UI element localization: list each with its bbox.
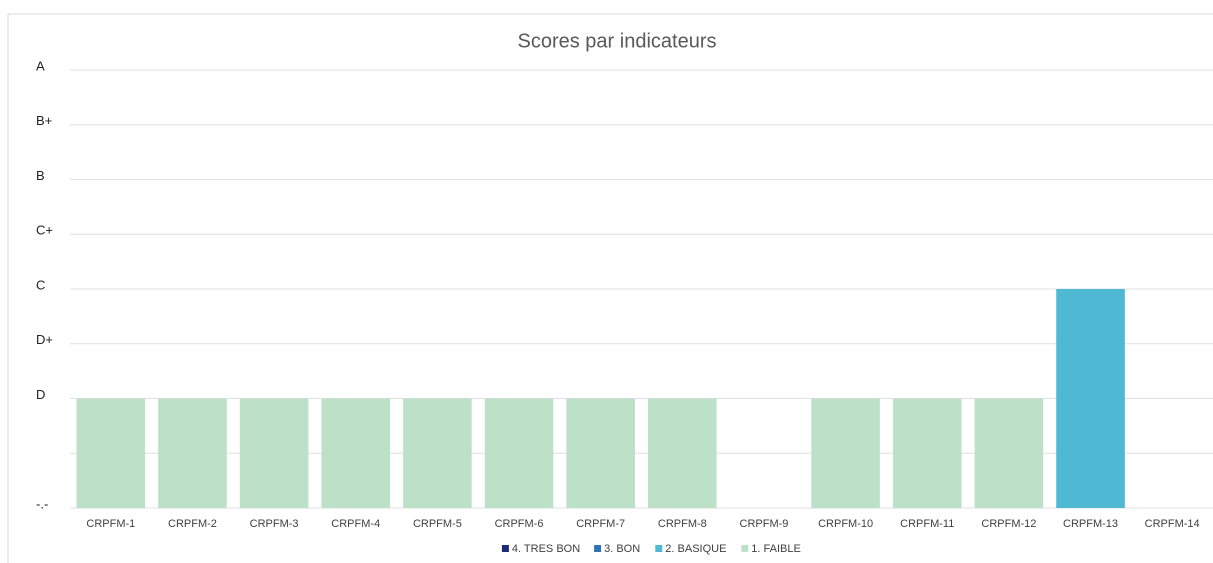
- x-tick-label: CRPFM-7: [576, 518, 625, 530]
- legend-swatch: [594, 545, 602, 552]
- bar-segment: [1056, 289, 1125, 508]
- x-tick-label: CRPFM-3: [250, 518, 299, 530]
- x-tick-label: CRPFM-10: [818, 518, 873, 530]
- bar-segment: [321, 398, 391, 508]
- legend-label: 2. BASIQUE: [665, 543, 726, 555]
- bar-segment: [76, 398, 146, 508]
- bar-segment: [403, 398, 472, 508]
- bar-segment: [239, 398, 309, 508]
- y-tick-label: D+: [36, 332, 53, 347]
- y-tick-label: C+: [36, 223, 53, 238]
- x-tick-label: CRPFM-12: [981, 518, 1036, 530]
- legend-swatch: [741, 545, 749, 552]
- bar-segment: [566, 398, 635, 508]
- bar-segment: [158, 398, 227, 508]
- y-tick-label: A: [36, 58, 45, 73]
- x-tick-label: CRPFM-13: [1063, 518, 1118, 530]
- legend-swatch: [655, 545, 663, 552]
- x-tick-label: CRPFM-9: [740, 518, 789, 530]
- legend-label: 4. TRES BON: [512, 543, 580, 555]
- legend-label: 1. FAIBLE: [751, 543, 801, 555]
- x-tick-label: CRPFM-14: [1145, 518, 1200, 530]
- x-tick-label: CRPFM-6: [495, 518, 544, 530]
- bar-segment: [484, 398, 554, 508]
- x-tick-label: CRPFM-2: [168, 518, 217, 530]
- bar-segment: [811, 398, 880, 508]
- y-tick-label: -.-: [36, 496, 48, 511]
- legend-swatch: [501, 545, 509, 552]
- y-tick-label: D: [36, 387, 45, 402]
- x-tick-label: CRPFM-8: [658, 518, 707, 530]
- y-tick-label: B: [36, 168, 45, 183]
- bar-segment: [892, 398, 962, 508]
- x-tick-label: CRPFM-1: [86, 518, 135, 530]
- x-tick-label: CRPFM-5: [413, 518, 462, 530]
- x-tick-label: CRPFM-4: [331, 518, 380, 530]
- y-tick-label: C: [36, 277, 45, 292]
- x-tick-label: CRPFM-11: [900, 518, 954, 530]
- bar-segment: [648, 398, 717, 508]
- bar-segment: [974, 398, 1044, 508]
- y-tick-label: B+: [36, 113, 52, 128]
- legend-label: 3. BON: [604, 543, 640, 555]
- chart-title: Scores par indicateurs: [518, 30, 717, 52]
